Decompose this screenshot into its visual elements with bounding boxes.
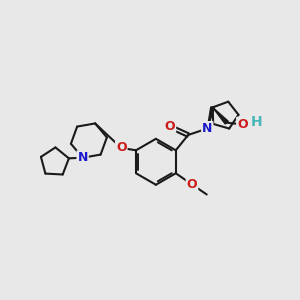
Polygon shape [213, 107, 228, 124]
Text: O: O [187, 178, 197, 191]
Text: O: O [237, 118, 248, 130]
Text: H: H [250, 115, 262, 129]
Polygon shape [207, 107, 214, 128]
Text: O: O [165, 120, 175, 133]
Text: N: N [77, 151, 88, 164]
Text: O: O [116, 141, 127, 154]
Text: N: N [202, 122, 212, 135]
